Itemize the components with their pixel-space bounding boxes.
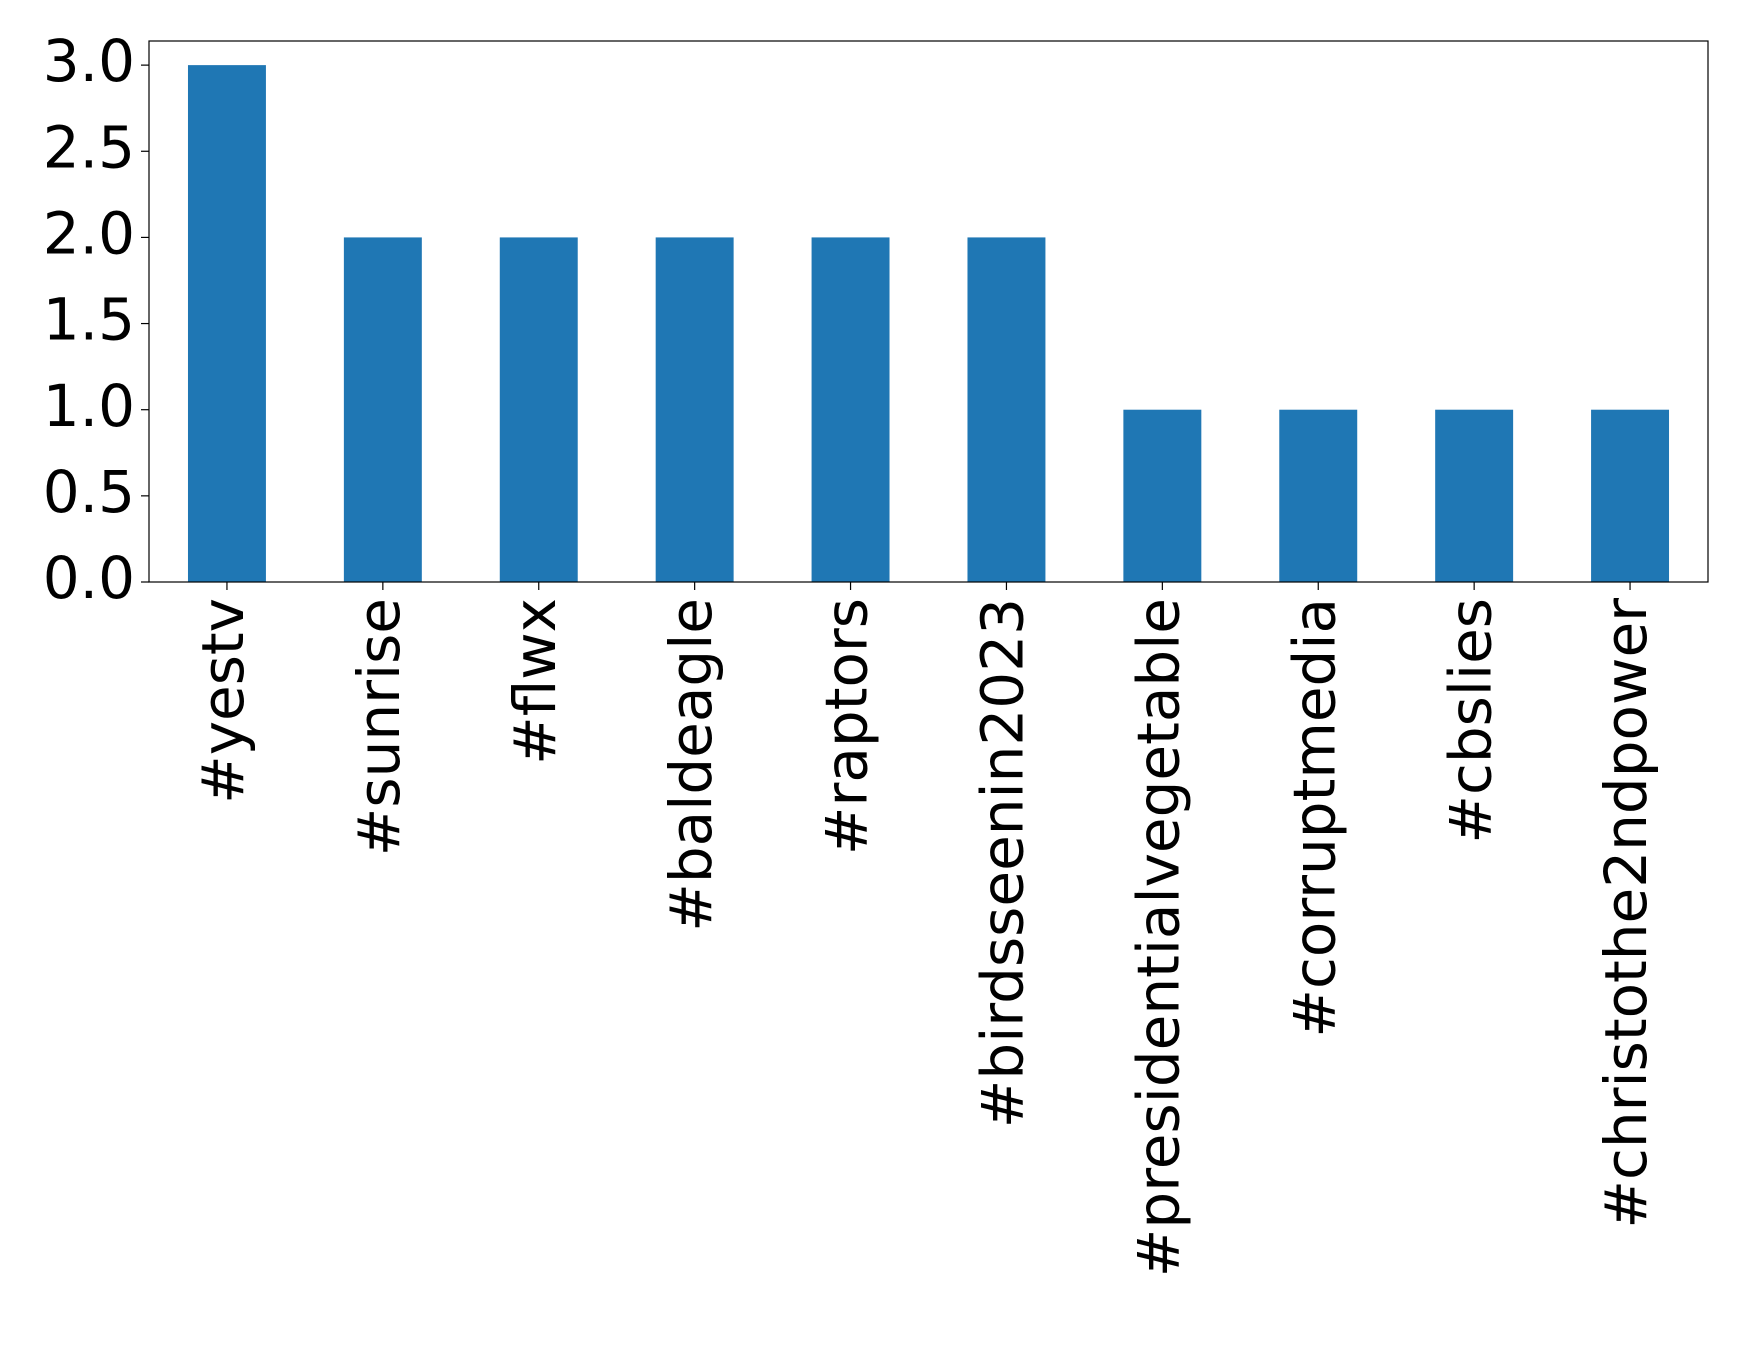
y-tick-label: 2.5 — [43, 113, 135, 181]
y-tick-label: 3.0 — [43, 27, 135, 95]
plot-frame — [148, 40, 1709, 583]
bar — [1123, 409, 1202, 582]
bar — [1591, 409, 1670, 582]
y-tick-label: 1.0 — [43, 372, 135, 440]
y-tick-label: 0.5 — [43, 458, 135, 526]
bar — [187, 65, 266, 582]
bar — [499, 237, 578, 583]
bar — [655, 237, 734, 583]
x-tick-label: #flwx — [501, 598, 569, 765]
x-tick-label: #baldeagle — [657, 598, 725, 932]
bar — [811, 237, 890, 583]
x-tick-label: #sunrise — [345, 598, 413, 856]
x-tick-label: #yestv — [189, 598, 257, 804]
x-tick-label: #birdsseenin2023 — [969, 598, 1037, 1128]
bar — [967, 237, 1046, 583]
y-tick-label: 1.5 — [43, 286, 135, 354]
x-tick-label: #raptors — [813, 598, 881, 855]
y-tick-label: 0.0 — [43, 544, 135, 612]
x-tick-label: #christothe2ndpower — [1592, 598, 1660, 1229]
x-tick-label: #cbslies — [1436, 598, 1504, 844]
x-tick-label: #corruptmedia — [1280, 598, 1348, 1038]
bar — [343, 237, 422, 583]
bar — [1279, 409, 1358, 582]
bar — [1435, 409, 1514, 582]
y-tick-label: 2.0 — [43, 200, 135, 268]
x-tick-label: #presidentialvegetable — [1124, 598, 1192, 1277]
